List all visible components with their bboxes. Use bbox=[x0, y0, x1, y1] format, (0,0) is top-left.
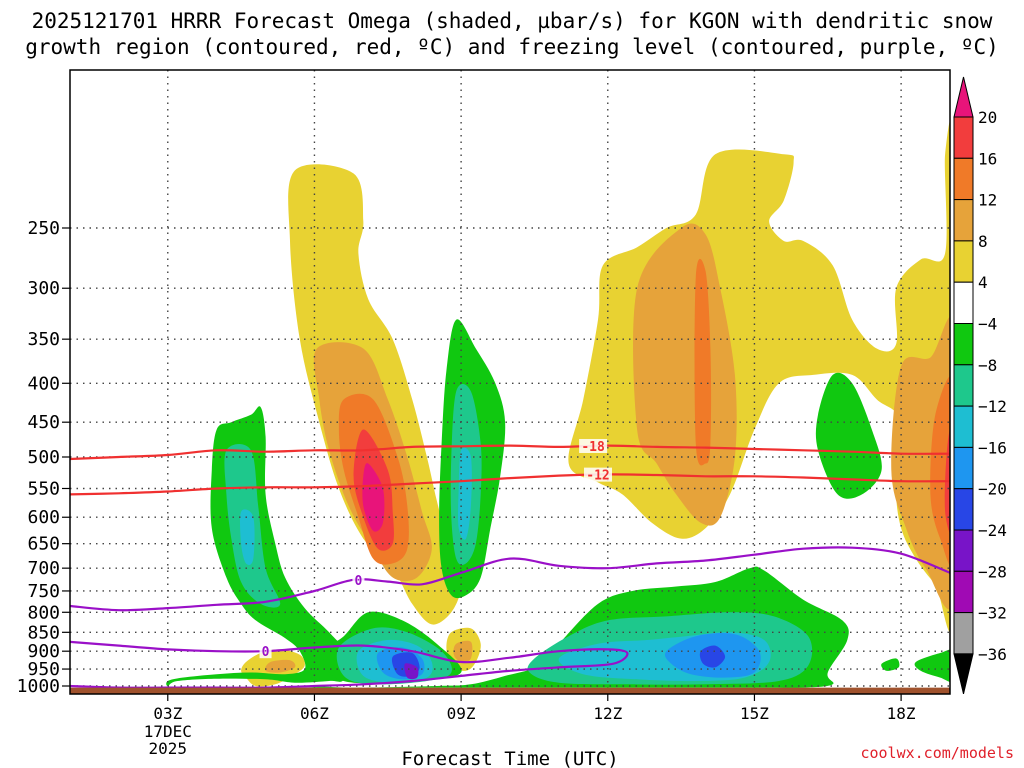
colorbar-band-9 bbox=[953, 488, 974, 531]
gridlines bbox=[70, 70, 950, 694]
title-line-1: 2025121701 HRRR Forecast Omega (shaded, … bbox=[31, 9, 993, 33]
colorbar-band-7 bbox=[953, 405, 974, 448]
colorbar-label-3: 8 bbox=[978, 232, 988, 251]
colorbar-band-8 bbox=[953, 446, 974, 490]
colorbar-band-5 bbox=[953, 323, 974, 366]
colorbar-label-0: 20 bbox=[978, 108, 997, 127]
dgz-line-0-label: -18 bbox=[581, 440, 605, 455]
y-tick-label-450: 450 bbox=[27, 412, 60, 433]
y-tick-label-250: 250 bbox=[27, 218, 60, 239]
omega-region--20 bbox=[699, 645, 726, 668]
title-line-2: growth region (contoured, red, ºC) and f… bbox=[25, 35, 999, 59]
contour-lines: -18 -12 0 0 bbox=[70, 438, 950, 689]
y-tick-label-750: 750 bbox=[27, 581, 60, 602]
y-axis: 2503003504004505005506006507007508008509… bbox=[17, 218, 70, 697]
omega-region--4 bbox=[815, 372, 882, 499]
x-date-label-1: 2025 bbox=[149, 739, 188, 758]
plot-frame bbox=[69, 69, 951, 695]
colorbar-band-2 bbox=[953, 199, 974, 242]
colorbar-label-12: −32 bbox=[978, 604, 1007, 623]
colorbar-top-arrow bbox=[953, 76, 974, 118]
colorbar-label-6: −8 bbox=[978, 356, 997, 375]
ground-band bbox=[70, 687, 950, 694]
y-tick-label-950: 950 bbox=[27, 659, 60, 680]
y-tick-label-300: 300 bbox=[27, 278, 60, 299]
x-tick-label-12Z: 12Z bbox=[593, 704, 622, 723]
colorbar: 20 16 12 8 4 −4 −8 −12 −16 −20 −24 −28 −32 −36 bbox=[953, 76, 1007, 695]
y-tick-label-900: 900 bbox=[27, 641, 60, 662]
freezing-level-line-1-label: 0 bbox=[262, 645, 270, 660]
ground-fill bbox=[70, 687, 950, 694]
y-tick-label-600: 600 bbox=[27, 507, 60, 528]
omega-region-20 bbox=[362, 463, 385, 532]
colorbar-label-10: −24 bbox=[978, 521, 1007, 540]
y-tick-label-500: 500 bbox=[27, 447, 60, 468]
y-tick-label-700: 700 bbox=[27, 558, 60, 579]
colorbar-band-4 bbox=[953, 281, 974, 325]
plot-background bbox=[70, 70, 950, 694]
dgz-line-1 bbox=[70, 473, 950, 496]
omega-region-8 bbox=[453, 640, 473, 663]
colorbar-label-1: 16 bbox=[978, 149, 997, 168]
colorbar-bottom-arrow bbox=[953, 653, 974, 695]
omega-region--4 bbox=[881, 658, 900, 671]
freezing-level-line-1-label-bg bbox=[259, 644, 272, 659]
omega-region--4 bbox=[914, 649, 950, 683]
y-tick-label-400: 400 bbox=[27, 373, 60, 394]
dgz-line-1-label-bg bbox=[584, 467, 612, 482]
y-tick-label-850: 850 bbox=[27, 622, 60, 643]
omega-region--12 bbox=[240, 509, 255, 566]
x-tick-label-03Z: 03Z bbox=[153, 704, 182, 723]
colorbar-label-13: −36 bbox=[978, 645, 1007, 664]
omega-region-12 bbox=[694, 258, 712, 466]
colorbar-band-1 bbox=[953, 157, 974, 201]
colorbar-band-6 bbox=[953, 364, 974, 407]
colorbar-label-7: −12 bbox=[978, 397, 1007, 416]
colorbar-band-0 bbox=[953, 116, 974, 159]
omega-region-12 bbox=[930, 376, 950, 566]
colorbar-label-4: 4 bbox=[978, 273, 988, 292]
dgz-line-0 bbox=[70, 444, 950, 461]
y-tick-label-650: 650 bbox=[27, 534, 60, 555]
colorbar-label-2: 12 bbox=[978, 191, 997, 210]
colorbar-label-5: −4 bbox=[978, 315, 997, 334]
colorbar-band-11 bbox=[953, 570, 974, 614]
x-tick-label-06Z: 06Z bbox=[300, 704, 329, 723]
credit-link[interactable]: coolwx.com/models bbox=[860, 744, 1014, 762]
freezing-level-line-0-label: 0 bbox=[355, 574, 363, 589]
x-axis-title: Forecast Time (UTC) bbox=[401, 748, 618, 768]
y-tick-label-550: 550 bbox=[27, 478, 60, 499]
omega-region--24 bbox=[404, 663, 419, 680]
omega-region-8 bbox=[891, 316, 950, 610]
dgz-line-0-label-bg bbox=[579, 438, 608, 453]
colorbar-label-8: −16 bbox=[978, 438, 1007, 457]
freezing-level-line-0-label-bg bbox=[352, 573, 365, 588]
y-tick-label-350: 350 bbox=[27, 329, 60, 350]
x-tick-label-09Z: 09Z bbox=[447, 704, 476, 723]
colorbar-band-12 bbox=[953, 612, 974, 655]
omega-region-8 bbox=[633, 223, 737, 526]
x-tick-label-18Z: 18Z bbox=[887, 704, 916, 723]
omega-shading bbox=[166, 120, 950, 688]
freezing-level-line-0 bbox=[70, 546, 950, 612]
colorbar-band-3 bbox=[953, 240, 974, 283]
colorbar-band-10 bbox=[953, 529, 974, 572]
colorbar-label-11: −28 bbox=[978, 562, 1007, 581]
dgz-line-1-label: -12 bbox=[586, 469, 609, 484]
x-tick-label-15Z: 15Z bbox=[740, 704, 769, 723]
x-date-label-0: 17DEC bbox=[144, 722, 192, 741]
y-tick-label-800: 800 bbox=[27, 602, 60, 623]
colorbar-label-9: −20 bbox=[978, 480, 1007, 499]
y-tick-label-1000: 1000 bbox=[17, 676, 60, 697]
